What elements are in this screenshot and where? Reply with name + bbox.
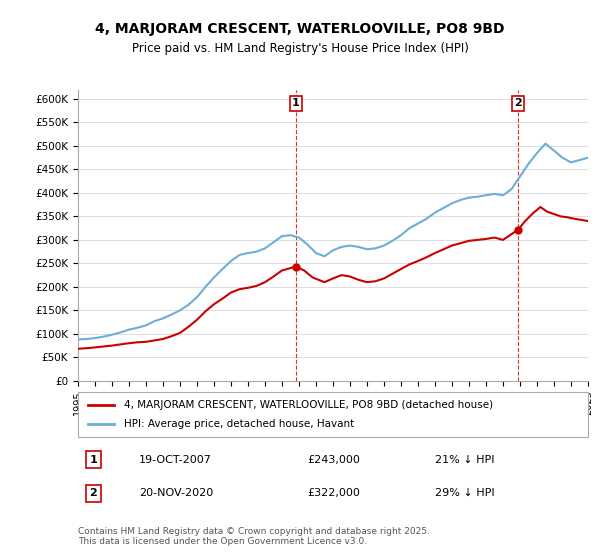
Text: 1: 1 xyxy=(292,99,299,108)
Text: HPI: Average price, detached house, Havant: HPI: Average price, detached house, Hava… xyxy=(124,419,354,430)
FancyBboxPatch shape xyxy=(78,392,588,437)
Text: 20-NOV-2020: 20-NOV-2020 xyxy=(139,488,214,498)
Text: 29% ↓ HPI: 29% ↓ HPI xyxy=(435,488,494,498)
Text: Price paid vs. HM Land Registry's House Price Index (HPI): Price paid vs. HM Land Registry's House … xyxy=(131,42,469,55)
Text: 2: 2 xyxy=(89,488,97,498)
Text: 4, MARJORAM CRESCENT, WATERLOOVILLE, PO8 9BD: 4, MARJORAM CRESCENT, WATERLOOVILLE, PO8… xyxy=(95,22,505,36)
Text: 19-OCT-2007: 19-OCT-2007 xyxy=(139,455,212,465)
Text: 2: 2 xyxy=(514,99,522,108)
Text: 4, MARJORAM CRESCENT, WATERLOOVILLE, PO8 9BD (detached house): 4, MARJORAM CRESCENT, WATERLOOVILLE, PO8… xyxy=(124,399,493,409)
Text: £243,000: £243,000 xyxy=(308,455,361,465)
Text: 1: 1 xyxy=(89,455,97,465)
Text: 21% ↓ HPI: 21% ↓ HPI xyxy=(435,455,494,465)
Text: Contains HM Land Registry data © Crown copyright and database right 2025.
This d: Contains HM Land Registry data © Crown c… xyxy=(78,526,430,546)
Text: £322,000: £322,000 xyxy=(308,488,361,498)
